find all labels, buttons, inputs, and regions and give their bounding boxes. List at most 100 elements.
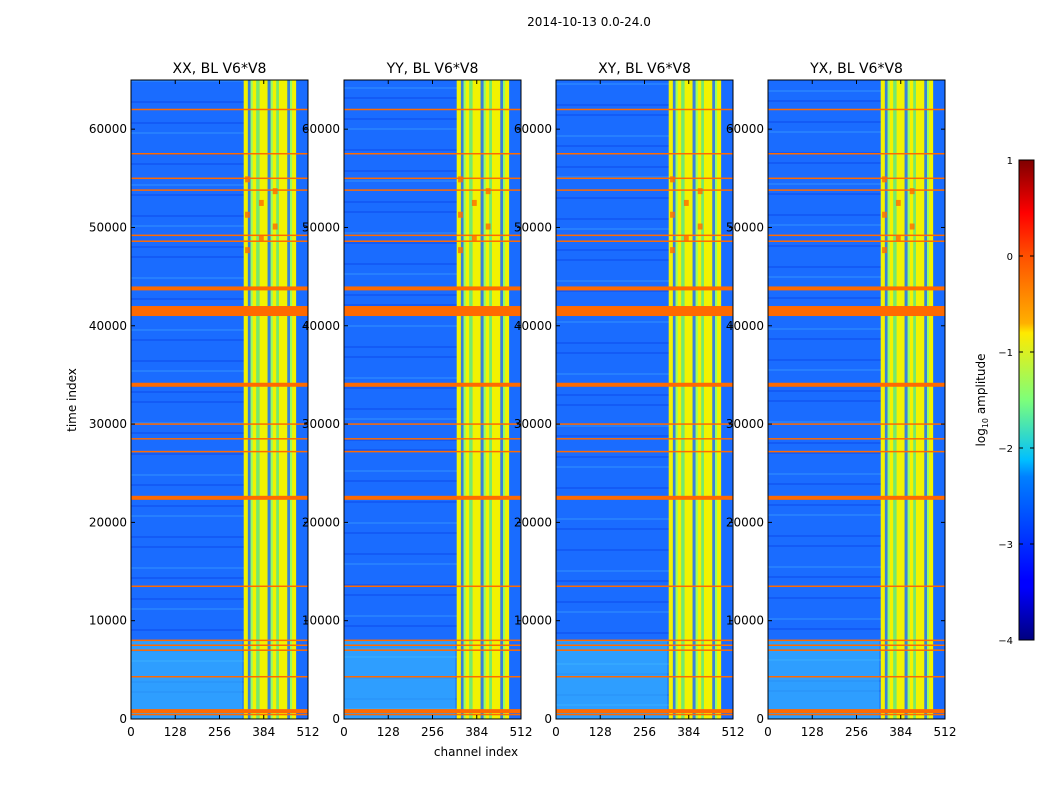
rfi-row — [556, 649, 733, 651]
colorbar-tick-label: 0 — [1007, 252, 1013, 263]
rfi-row — [768, 585, 945, 588]
y-tick-label: 20000 — [514, 515, 552, 529]
x-tick-label: 256 — [845, 725, 868, 739]
heatmap-image — [131, 80, 308, 719]
noise-band — [768, 100, 884, 102]
rfi-row — [131, 189, 308, 191]
channel-stripe — [480, 80, 484, 719]
hotspot — [670, 247, 675, 254]
noise-band — [556, 528, 672, 530]
rfi-row — [768, 438, 945, 440]
rfi-row — [768, 189, 945, 191]
y-tick-label: 10000 — [302, 614, 340, 628]
rfi-row — [344, 177, 521, 180]
hotspot — [909, 223, 915, 230]
channel-stripe — [509, 80, 521, 719]
colorbar-ticks: 1 0 −1 −2 −3 −4 — [998, 156, 1034, 647]
y-tick-label: 10000 — [89, 614, 127, 628]
noise-band — [344, 356, 460, 358]
rfi-row — [131, 713, 308, 716]
channel-stripe — [712, 80, 716, 719]
colorbar: 10−1−2−3−4 log10 amplitude — [974, 156, 1035, 647]
noise-band — [344, 532, 460, 534]
noise-band — [131, 629, 247, 631]
rfi-row — [556, 709, 733, 714]
rfi-row — [768, 152, 945, 155]
channel-stripe-green — [715, 80, 718, 719]
noise-band — [556, 373, 672, 375]
noise-band — [131, 567, 247, 569]
y-tick-label: 0 — [119, 712, 127, 726]
channel-stripe — [701, 80, 704, 719]
noise-band — [768, 131, 884, 133]
noise-band — [131, 101, 247, 103]
noise-band — [344, 594, 460, 596]
noise-band — [344, 242, 460, 244]
low-time-region — [556, 640, 668, 719]
x-tick-label: 512 — [722, 725, 745, 739]
rfi-row — [344, 438, 521, 440]
rfi-row — [344, 152, 521, 155]
channel-stripe-green — [463, 80, 466, 719]
noise-band — [556, 104, 672, 106]
noise-band — [556, 280, 672, 282]
hotspot — [882, 176, 887, 183]
channel-stripe — [672, 80, 676, 719]
x-tick-label: 384 — [889, 725, 912, 739]
x-tick-label: 128 — [164, 725, 187, 739]
x-axis-label: channel index — [434, 745, 518, 759]
rfi-row — [344, 709, 521, 714]
rfi-row — [131, 152, 308, 155]
channel-stripe-green — [270, 80, 273, 719]
y-tick-label: 50000 — [89, 220, 127, 234]
noise-band — [556, 404, 672, 406]
hotspot — [471, 235, 477, 242]
rfi-row — [131, 495, 308, 500]
rfi-row — [131, 240, 308, 242]
noise-band — [131, 360, 247, 362]
rfi-row — [556, 675, 733, 678]
noise-band — [556, 135, 672, 137]
heatmap-image — [768, 80, 945, 719]
colorbar-tick-label: −3 — [998, 540, 1013, 551]
noise-band — [556, 176, 672, 178]
noise-band — [556, 570, 672, 572]
rfi-row — [556, 438, 733, 440]
rfi-row — [768, 450, 945, 453]
rfi-row — [768, 108, 945, 111]
channel-stripe — [721, 80, 733, 719]
panel-title: YX, BL V6*V8 — [809, 61, 903, 77]
noise-band — [768, 483, 884, 485]
channel-stripe-green — [907, 80, 910, 719]
rfi-row — [556, 152, 733, 155]
y-tick-label: 20000 — [89, 515, 127, 529]
rfi-row — [768, 234, 945, 237]
noise-band — [556, 611, 672, 613]
rfi-row — [768, 649, 945, 651]
noise-band — [344, 97, 460, 99]
channel-stripe — [267, 80, 271, 719]
noise-band — [131, 391, 247, 393]
hotspot — [245, 247, 250, 254]
x-tick-label: 0 — [127, 725, 135, 739]
rfi-row — [556, 286, 733, 291]
channel-stripe — [893, 80, 897, 719]
y-tick-label: 50000 — [514, 220, 552, 234]
noise-band — [131, 598, 247, 600]
rfi-row — [131, 649, 308, 651]
rfi-row — [131, 639, 308, 642]
rfi-row — [131, 306, 308, 317]
hotspot — [697, 223, 703, 230]
rfi-row — [131, 177, 308, 180]
noise-band — [556, 166, 672, 168]
noise-band — [768, 618, 884, 620]
channel-stripe — [884, 80, 888, 719]
channel-stripe — [247, 80, 251, 719]
x-tick-label: 384 — [465, 725, 488, 739]
hotspot — [895, 235, 901, 242]
noise-band — [556, 487, 672, 489]
noise-band — [131, 515, 247, 517]
noise-band — [768, 276, 884, 278]
rfi-row — [344, 234, 521, 237]
heatmap-image — [344, 80, 521, 719]
